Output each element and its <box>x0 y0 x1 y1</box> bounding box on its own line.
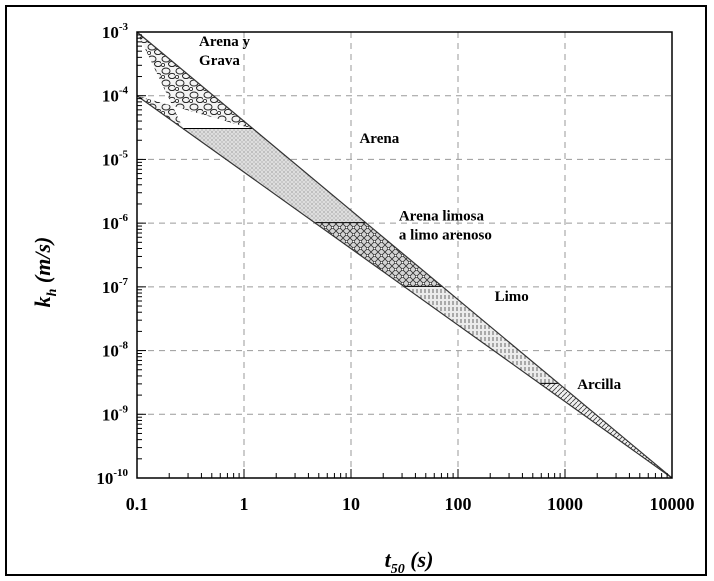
y-tick-label: 10-9 <box>102 403 129 424</box>
upper-envelope-line <box>136 31 673 479</box>
x-tick-label: 10 <box>342 494 360 514</box>
x-axis-title: t50 (s) <box>385 547 434 577</box>
y-tick-label: 10-3 <box>102 21 129 42</box>
x-tick-label: 0.1 <box>126 494 149 514</box>
zone-stipple <box>183 129 367 224</box>
lower-envelope-line <box>136 95 673 479</box>
y-axis-title: kh (m/s) <box>30 237 60 308</box>
permeability-chart: 0.1 1 10 100 1000 10000 10-3 10-4 10-5 10-6 10-7 10… <box>30 21 695 577</box>
axes: 0.1 1 10 100 1000 10000 10-3 10-4 10-5 10-6 10-7 10… <box>96 21 694 514</box>
zone-label: Arena <box>359 131 399 147</box>
zone-label: Arcilla <box>577 377 621 393</box>
x-tick-label: 1 <box>240 494 249 514</box>
x-tick-label: 10000 <box>650 494 695 514</box>
zone-label: Limo <box>495 289 529 305</box>
plot-border <box>136 31 673 479</box>
y-tick-label: 10-6 <box>102 212 129 233</box>
zone-label: Arena y Grava <box>199 34 250 69</box>
y-tick-label: 10-10 <box>96 467 128 488</box>
zone-vlines <box>404 286 560 384</box>
figure-frame: 0.1 1 10 100 1000 10000 10-3 10-4 10-5 10-6 10-7 10… <box>5 5 707 577</box>
zone-labels: Arena y Grava Arena Arena limosa a limo aren… <box>199 34 622 393</box>
zone-crosshatch <box>315 223 443 287</box>
y-tick-label: 10-5 <box>102 148 129 169</box>
zone-label: Arena limosa a limo arenoso <box>399 209 492 244</box>
permeability-zones <box>136 31 673 479</box>
grid-lines <box>137 32 672 478</box>
y-tick-label: 10-7 <box>102 276 129 297</box>
x-tick-label: 100 <box>445 494 472 514</box>
y-tick-label: 10-4 <box>102 85 129 106</box>
y-tick-label: 10-8 <box>102 340 129 361</box>
x-tick-label: 1000 <box>547 494 583 514</box>
